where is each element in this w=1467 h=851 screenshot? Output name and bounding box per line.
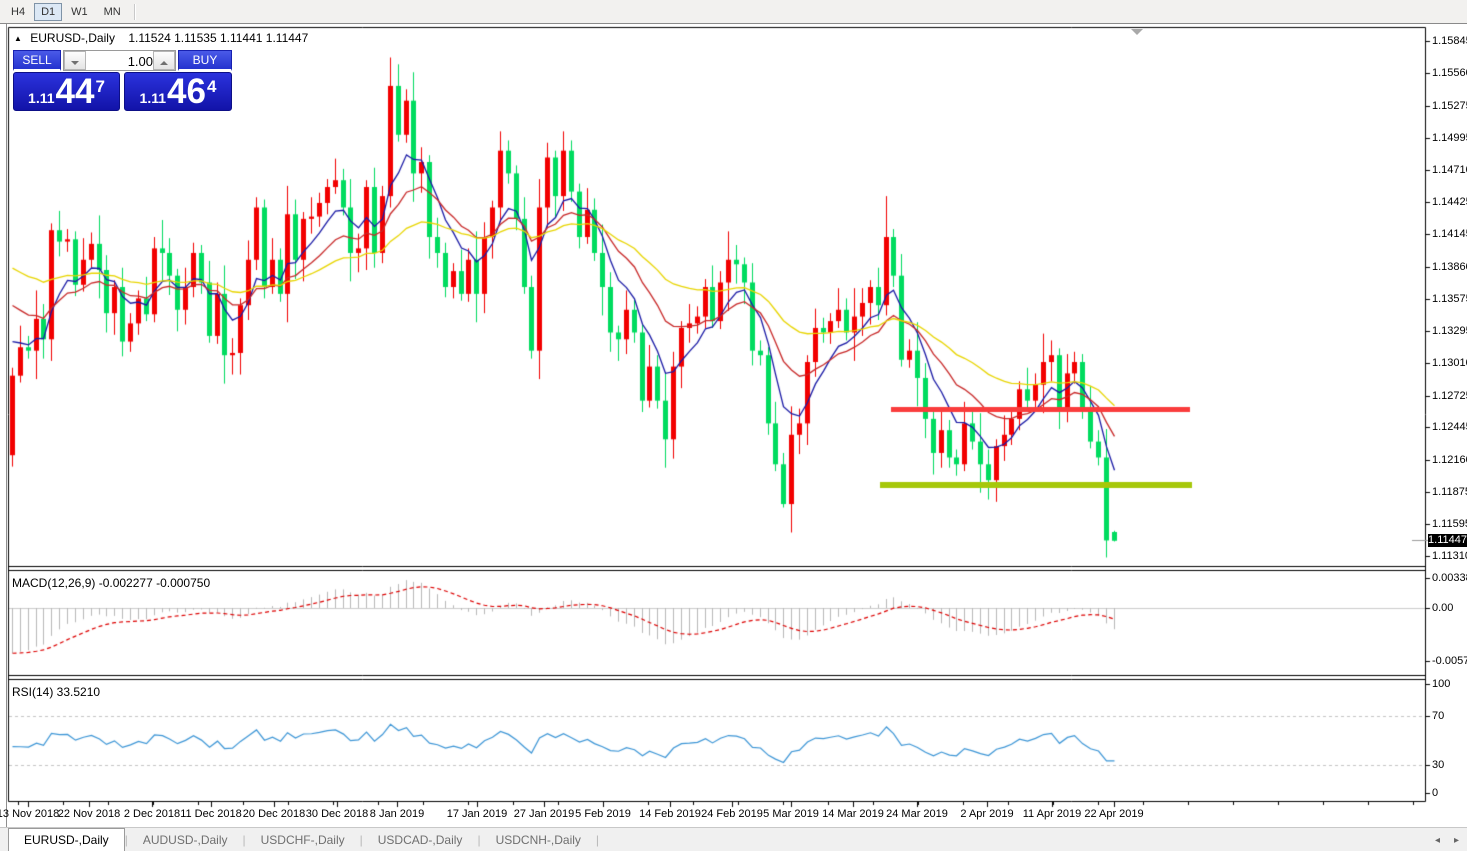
tab-separator: | xyxy=(242,832,246,847)
rsi-axis-label: 0 xyxy=(1432,787,1439,799)
buy-price-big-figure: 1.11 xyxy=(139,90,167,106)
price-axis-label: 1.13010 xyxy=(1432,357,1467,370)
price-axis-label: 1.14425 xyxy=(1432,196,1467,209)
price-axis-label: 1.13575 xyxy=(1432,292,1467,305)
timeframe-button-mn[interactable]: MN xyxy=(97,3,128,21)
current-price-tag: 1.11447 xyxy=(1428,534,1467,547)
sell-price-big-figure: 1.11 xyxy=(28,90,55,106)
date-axis-label: 2 Apr 2019 xyxy=(960,808,1014,820)
buy-button[interactable]: BUY xyxy=(178,50,232,71)
price-axis-label: 1.15275 xyxy=(1432,99,1467,112)
chart-tab-bar: EURUSD-,Daily | AUDUSD-,Daily | USDCHF-,Dail… xyxy=(0,827,1467,851)
chevron-up-icon xyxy=(160,61,168,65)
chart-title: ▲ EURUSD-,Daily 1.11524 1.11535 1.11441 … xyxy=(14,31,308,45)
macd-axis-label: 0.003386 xyxy=(1432,572,1467,584)
timeframe-button-h4[interactable]: H4 xyxy=(4,3,32,21)
date-axis-label: 2 Dec 2018 xyxy=(123,808,181,820)
date-axis-label: 14 Mar 2019 xyxy=(822,808,884,820)
sell-button[interactable]: SELL xyxy=(13,50,61,71)
date-axis-label: 5 Feb 2019 xyxy=(575,808,631,820)
chart-shift-marker-icon[interactable] xyxy=(1131,29,1143,35)
date-axis-label: 22 Apr 2019 xyxy=(1084,808,1144,820)
price-axis-label: 1.11310 xyxy=(1432,550,1467,563)
price-axis-label: 1.14710 xyxy=(1432,163,1467,176)
price-axis-label: 1.14995 xyxy=(1432,131,1467,144)
sell-price-point: 7 xyxy=(95,77,105,96)
price-axis-label: 1.12445 xyxy=(1432,421,1467,434)
buy-price-panel[interactable]: 1.11 46 4 xyxy=(124,72,232,111)
chevron-down-icon xyxy=(71,61,79,65)
tab-usdcnh[interactable]: USDCNH-,Daily xyxy=(495,832,581,847)
timeframe-toolbar: H4 D1 W1 MN xyxy=(0,0,1467,24)
tab-scroll-left-button[interactable]: ◂ xyxy=(1431,833,1444,848)
tab-separator: | xyxy=(359,832,363,847)
tab-separator: | xyxy=(477,832,481,847)
date-axis-label: 20 Dec 2018 xyxy=(242,808,306,820)
date-axis-label: 14 Feb 2019 xyxy=(639,808,701,820)
buy-price-pips: 46 xyxy=(167,72,206,111)
date-axis-label: 27 Jan 2019 xyxy=(513,808,575,820)
price-axis-label: 1.13860 xyxy=(1432,260,1467,273)
rsi-axis-label: 70 xyxy=(1432,710,1445,722)
volume-input[interactable] xyxy=(87,52,155,70)
price-axis-label: 1.11595 xyxy=(1432,517,1467,530)
rsi-axis-label: 30 xyxy=(1432,759,1445,771)
tab-audusd[interactable]: AUDUSD-,Daily xyxy=(142,832,228,847)
date-axis-label: 22 Nov 2018 xyxy=(57,808,121,820)
price-axis-label: 1.13295 xyxy=(1432,324,1467,337)
date-axis-label: 8 Jan 2019 xyxy=(369,808,425,820)
volume-decrease-button[interactable] xyxy=(64,51,86,70)
price-axis-label: 1.11875 xyxy=(1432,486,1467,499)
price-axis-label: 1.12725 xyxy=(1432,389,1467,402)
price-axis-label: 1.12160 xyxy=(1432,453,1467,466)
date-axis-label: 17 Jan 2019 xyxy=(446,808,508,820)
date-axis-label: 13 Nov 2018 xyxy=(0,808,60,820)
macd-indicator-label: MACD(12,26,9) -0.002277 -0.000750 xyxy=(12,576,211,590)
date-axis-label: 24 Feb 2019 xyxy=(701,808,763,820)
timeframe-button-d1[interactable]: D1 xyxy=(34,2,63,21)
date-axis-label: 30 Dec 2018 xyxy=(305,808,369,820)
macd-axis-label: -0.005737 xyxy=(1432,655,1467,667)
window-left-border xyxy=(6,24,7,827)
sell-price-panel[interactable]: 1.11 44 7 xyxy=(13,72,120,111)
symbol-label: EURUSD-,Daily xyxy=(30,31,115,45)
timeframe-button-w1[interactable]: W1 xyxy=(64,3,95,21)
tab-usdchf[interactable]: USDCHF-,Daily xyxy=(260,832,345,847)
tab-separator: | xyxy=(124,832,128,847)
date-axis-label: 5 Mar 2019 xyxy=(763,808,819,820)
sell-price-pips: 44 xyxy=(55,72,95,111)
ohlc-values: 1.11524 1.11535 1.11441 1.11447 xyxy=(128,31,309,45)
date-axis-label: 11 Apr 2019 xyxy=(1022,808,1082,820)
tab-usdcad[interactable]: USDCAD-,Daily xyxy=(377,832,463,847)
symbol-triangle-icon: ▲ xyxy=(14,34,22,43)
price-axis-label: 1.15560 xyxy=(1432,67,1467,80)
volume-increase-button[interactable] xyxy=(153,51,175,70)
date-axis-label: 24 Mar 2019 xyxy=(886,808,948,820)
rsi-axis-label: 100 xyxy=(1432,678,1451,690)
tab-eurusd[interactable]: EURUSD-,Daily xyxy=(8,828,125,851)
volume-stepper xyxy=(63,50,176,71)
tab-scroll-right-button[interactable]: ▸ xyxy=(1450,833,1463,848)
rsi-indicator-label: RSI(14) 33.5210 xyxy=(12,685,101,699)
price-axis-label: 1.14145 xyxy=(1432,228,1467,241)
date-axis-label: 11 Dec 2018 xyxy=(180,808,242,820)
price-axis-label: 1.15845 xyxy=(1432,35,1467,48)
tab-separator: | xyxy=(595,832,600,847)
toolbar-separator xyxy=(133,3,136,20)
buy-price-point: 4 xyxy=(206,77,217,96)
macd-axis-label: 0.00 xyxy=(1432,602,1454,614)
